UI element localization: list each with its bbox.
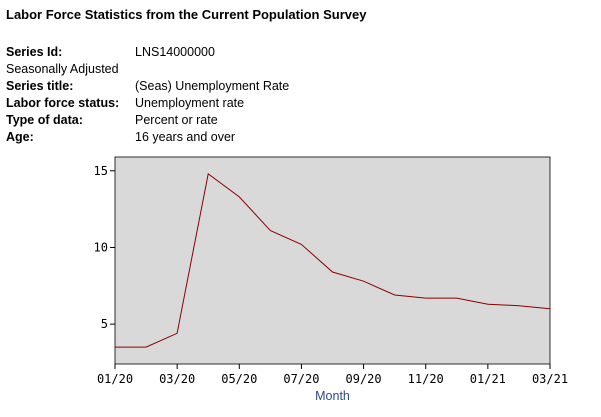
page-title: Labor Force Statistics from the Current … [6, 7, 367, 22]
x-tick-label: 01/20 [97, 372, 133, 386]
y-tick-label: 5 [101, 317, 108, 331]
y-axis: 5 10 15 [94, 164, 115, 331]
labor-force-status-label: Labor force status: [6, 96, 120, 110]
series-id-row: Series Id: LNS14000000 [6, 44, 289, 61]
age-value: 16 years and over [135, 130, 236, 144]
series-id-value: LNS14000000 [135, 45, 215, 59]
y-tick-label: 15 [94, 164, 108, 178]
labor-force-status-value: Unemployment rate [135, 96, 245, 110]
y-tick-label: 10 [94, 240, 108, 254]
x-axis: 01/20 03/20 05/20 07/20 09/20 11/20 01/21 03/21 [97, 364, 568, 386]
plot-area [114, 156, 551, 365]
type-of-data-value: Percent or rate [135, 113, 218, 127]
seasonal-row: Seasonally Adjusted [6, 61, 289, 78]
x-tick-label: 09/20 [346, 372, 382, 386]
x-tick-label: 03/21 [532, 372, 568, 386]
series-group [115, 173, 551, 348]
series-metadata: Series Id: LNS14000000 Seasonally Adjust… [6, 44, 289, 146]
type-of-data-label: Type of data: [6, 113, 83, 127]
series-title-value: (Seas) Unemployment Rate [135, 79, 290, 93]
series-title-label: Series title: [6, 79, 74, 93]
x-tick-label: 05/20 [221, 372, 257, 386]
type-of-data-row: Type of data: Percent or rate [6, 112, 289, 129]
x-tick-label: 01/21 [470, 372, 506, 386]
x-tick-label: 03/20 [159, 372, 195, 386]
seasonal-adjustment: Seasonally Adjusted [6, 62, 119, 76]
age-row: Age: 16 years and over [6, 129, 289, 146]
age-label: Age: [6, 130, 34, 144]
series-id-label: Series Id: [6, 45, 63, 59]
x-axis-title: Month [315, 389, 350, 403]
labor-force-status-row: Labor force status: Unemployment rate [6, 95, 289, 112]
x-tick-label: 11/20 [408, 372, 444, 386]
series-line [115, 173, 551, 348]
x-tick-label: 07/20 [283, 372, 319, 386]
series-title-row: Series title: (Seas) Unemployment Rate [6, 78, 289, 95]
